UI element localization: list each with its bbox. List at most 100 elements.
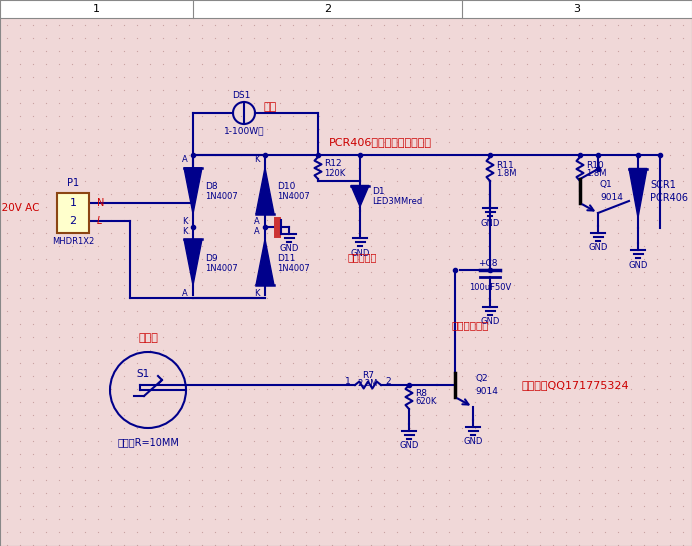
Polygon shape (184, 168, 202, 213)
Point (92, 267, 103, 276)
Point (274, 111, 285, 120)
Point (183, 267, 194, 276)
Point (638, 215, 649, 224)
Point (326, 306, 337, 315)
Point (27, 228, 38, 237)
Point (625, 163, 636, 172)
Point (274, 449, 285, 458)
Point (495, 163, 506, 172)
Point (404, 241, 415, 250)
Point (326, 215, 337, 224)
Point (300, 384, 311, 393)
Point (612, 410, 623, 419)
Point (443, 267, 454, 276)
Point (144, 33, 155, 42)
Point (352, 332, 363, 341)
Point (196, 306, 207, 315)
Point (469, 85, 480, 94)
Point (339, 332, 350, 341)
Point (638, 202, 649, 211)
Point (456, 306, 467, 315)
Point (534, 423, 545, 432)
Point (14, 436, 25, 445)
Point (586, 475, 597, 484)
Text: +C8: +C8 (478, 258, 498, 268)
Point (482, 436, 493, 445)
Point (131, 150, 142, 159)
Point (14, 423, 25, 432)
Point (157, 33, 168, 42)
Point (534, 501, 545, 510)
Point (53, 254, 64, 263)
Point (443, 150, 454, 159)
Point (40, 72, 51, 81)
Point (300, 98, 311, 107)
Point (118, 371, 129, 380)
Point (222, 98, 233, 107)
Point (378, 345, 389, 354)
Point (27, 410, 38, 419)
Point (612, 20, 623, 29)
Point (92, 137, 103, 146)
Point (53, 514, 64, 523)
Point (183, 514, 194, 523)
Point (456, 488, 467, 497)
Point (404, 371, 415, 380)
Point (482, 488, 493, 497)
Point (599, 293, 610, 302)
Point (287, 293, 298, 302)
Point (469, 254, 480, 263)
Point (456, 202, 467, 211)
Point (482, 137, 493, 146)
Point (625, 241, 636, 250)
Point (586, 306, 597, 315)
Point (365, 85, 376, 94)
Point (196, 202, 207, 211)
Point (638, 111, 649, 120)
Point (677, 241, 688, 250)
Point (235, 228, 246, 237)
Point (586, 449, 597, 458)
Point (274, 163, 285, 172)
Point (1, 514, 12, 523)
Point (196, 215, 207, 224)
Point (53, 189, 64, 198)
Point (183, 280, 194, 289)
Point (14, 280, 25, 289)
Point (404, 423, 415, 432)
Point (560, 176, 571, 185)
Point (638, 527, 649, 536)
Point (664, 20, 675, 29)
Point (521, 475, 532, 484)
Point (157, 501, 168, 510)
Point (209, 462, 220, 471)
Point (222, 176, 233, 185)
Point (482, 98, 493, 107)
Point (365, 449, 376, 458)
Point (1, 176, 12, 185)
Point (196, 527, 207, 536)
Point (131, 59, 142, 68)
Point (404, 449, 415, 458)
Point (27, 111, 38, 120)
Point (443, 202, 454, 211)
Point (599, 332, 610, 341)
Point (547, 501, 558, 510)
Point (391, 514, 402, 523)
Point (40, 202, 51, 211)
Point (560, 475, 571, 484)
Point (326, 475, 337, 484)
Point (313, 371, 324, 380)
Point (248, 371, 259, 380)
Point (92, 189, 103, 198)
Point (339, 306, 350, 315)
Point (599, 59, 610, 68)
Point (105, 124, 116, 133)
Point (53, 358, 64, 367)
Point (508, 514, 519, 523)
Point (118, 397, 129, 406)
Point (456, 423, 467, 432)
Point (300, 215, 311, 224)
Point (391, 371, 402, 380)
Point (27, 202, 38, 211)
